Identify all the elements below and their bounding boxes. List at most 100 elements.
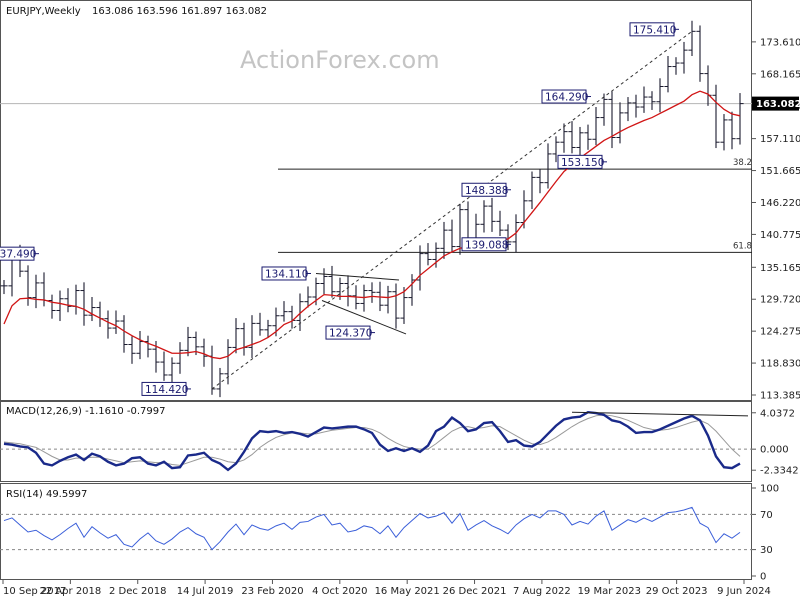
price-bar (120, 315, 128, 353)
macd-line (3, 410, 741, 472)
price-bar (280, 301, 288, 322)
price-bar (48, 294, 56, 319)
trend-line-dashed (211, 30, 693, 390)
triangle-upper-line (315, 272, 400, 281)
triangle-lower-line (321, 300, 407, 335)
time-tick-label: 22 Apr 2018 (39, 586, 101, 597)
price-bar (256, 312, 264, 336)
macd-plot: 4.0372 0.000 -2.3342 (0, 408, 799, 477)
price-bar (416, 245, 424, 291)
price-plot: 163.082 38.2 61.8 175.410 164.290 153.150 148.… (0, 20, 800, 398)
price-bar (32, 274, 40, 309)
price-tick-label: 151.665 (760, 166, 800, 177)
price-bar (64, 288, 72, 313)
price-tick-label: 124.275 (760, 327, 800, 338)
price-bar (664, 56, 672, 93)
price-tick-label: 146.220 (760, 198, 800, 209)
price-bar (584, 124, 592, 150)
price-bar (112, 310, 120, 334)
price-tick-label: 157.110 (760, 134, 800, 145)
price-bar (176, 342, 184, 374)
price-bar (328, 265, 336, 298)
price-bar (576, 126, 584, 156)
price-bar (712, 84, 720, 149)
rsi-line (3, 506, 741, 551)
price-tick-label: 135.165 (760, 263, 800, 274)
fib-label: 61.8 (733, 241, 752, 251)
moving-average-line (3, 90, 741, 360)
macd-tick-label: 0.000 (760, 445, 789, 456)
price-bar (80, 282, 88, 326)
price-bar (552, 136, 560, 163)
level-label: 137.490 (0, 249, 36, 261)
time-tick-label: 26 Dec 2021 (443, 586, 507, 597)
time-tick-label: 7 Aug 2022 (513, 586, 571, 597)
watermark-text: ActionForex.com (240, 46, 440, 74)
price-bar (368, 282, 376, 303)
price-bar (488, 197, 496, 232)
level-label: 139.088 (465, 239, 508, 251)
price-bar (616, 102, 624, 144)
price-tick-label: 140.775 (760, 230, 800, 241)
rsi-header: RSI(14) 49.5997 (6, 489, 87, 500)
price-header: EURJPY,Weekly (6, 6, 81, 17)
level-label: 134.110 (265, 268, 308, 280)
price-bar (104, 310, 112, 339)
price-bar (400, 287, 408, 324)
macd-header: MACD(12,26,9) -1.1610 -0.7997 (6, 406, 166, 417)
price-bar (216, 367, 224, 398)
price-bar (384, 285, 392, 314)
price-bar (728, 111, 736, 150)
price-bar (632, 94, 640, 118)
price-bar (128, 336, 136, 364)
rsi-tick-label: 70 (760, 510, 773, 521)
time-tick-label: 2 Dec 2018 (109, 586, 167, 597)
level-label: 164.290 (545, 92, 588, 104)
level-label: 153.150 (561, 157, 604, 169)
last-price-tag (752, 96, 799, 111)
price-bar (496, 210, 504, 237)
price-tick-label: 113.385 (760, 391, 800, 402)
level-label: 124.370 (329, 328, 372, 340)
price-bar (696, 25, 704, 82)
time-tick-label: 14 Jul 2019 (177, 586, 234, 597)
price-bar (680, 41, 688, 74)
price-bar (456, 203, 464, 255)
price-bar (184, 326, 192, 357)
macd-panel-frame (0, 401, 752, 482)
price-bar (248, 315, 256, 358)
price-bar (232, 318, 240, 354)
price-bar (440, 221, 448, 259)
price-bar (560, 123, 568, 153)
price-tick-label: 173.610 (760, 37, 800, 48)
time-tick-label: 29 Oct 2023 (646, 586, 708, 597)
price-panel-frame (0, 0, 752, 401)
level-label: 114.420 (145, 384, 188, 396)
price-bar (640, 86, 648, 113)
time-tick-label: 10 Sep 2017 (3, 586, 66, 597)
rsi-tick-label: 100 (760, 484, 779, 495)
price-bar (648, 91, 656, 110)
time-tick-label: 23 Feb 2020 (241, 586, 303, 597)
price-bar (432, 242, 440, 268)
time-tick-label: 9 Jun 2024 (717, 586, 771, 597)
rsi-plot: 100 70 30 0 (0, 484, 779, 583)
price-bar (600, 93, 608, 126)
price-bar (656, 78, 664, 113)
price-tick-label: 129.720 (760, 295, 800, 306)
time-tick-label: 19 Mar 2023 (578, 586, 641, 597)
fib-label: 38.2 (733, 158, 752, 168)
price-bar (24, 265, 32, 306)
price-bar (320, 268, 328, 295)
price-bar (0, 279, 8, 295)
price-bar (568, 121, 576, 154)
price-bar (672, 57, 680, 75)
price-bar (608, 91, 616, 149)
price-bar (720, 114, 728, 151)
price-bar (296, 293, 304, 332)
price-bar (736, 93, 744, 145)
price-bar (544, 143, 552, 189)
rsi-panel-frame (0, 483, 752, 580)
